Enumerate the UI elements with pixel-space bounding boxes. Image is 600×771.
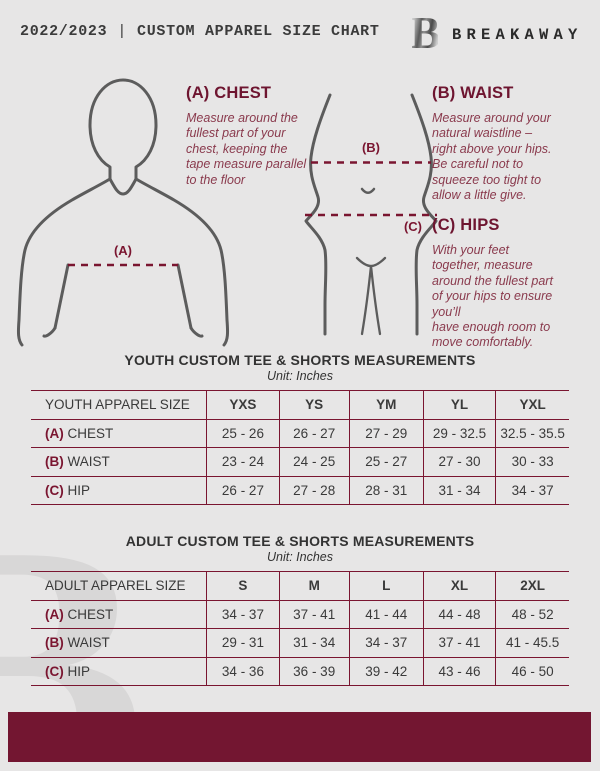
svg-text:(A): (A) [114,243,132,258]
svg-text:(C): (C) [404,219,422,234]
svg-text:(B): (B) [362,140,380,155]
svg-text:B: B [412,15,438,55]
